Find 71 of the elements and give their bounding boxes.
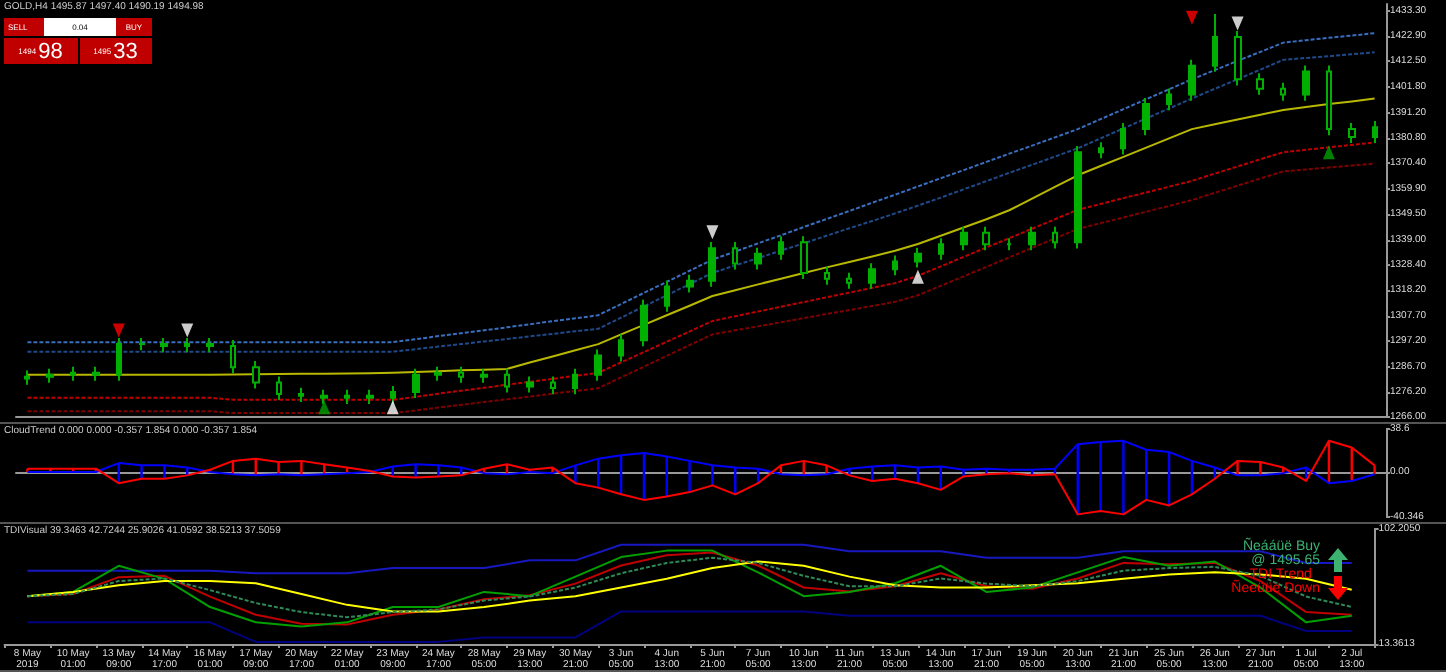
point bbox=[1231, 16, 1244, 31]
point bbox=[181, 323, 194, 338]
candlestick bbox=[1302, 64, 1310, 102]
candlestick bbox=[708, 241, 716, 288]
candlestick bbox=[800, 235, 808, 281]
candlestick bbox=[1006, 237, 1012, 252]
point bbox=[1185, 10, 1198, 25]
candlestick bbox=[366, 388, 374, 405]
candlestick bbox=[778, 235, 784, 261]
line-series bbox=[26, 610, 1353, 643]
candlestick bbox=[298, 386, 304, 403]
candlestick bbox=[92, 365, 100, 382]
candlestick bbox=[24, 369, 30, 386]
candlestick bbox=[664, 279, 670, 313]
candlestick bbox=[138, 337, 146, 352]
candlestick bbox=[344, 388, 350, 405]
annotation: 98 bbox=[38, 39, 63, 63]
candlestick bbox=[1074, 145, 1082, 250]
candlestick bbox=[526, 375, 534, 394]
point bbox=[318, 400, 331, 415]
candlestick bbox=[1166, 87, 1172, 112]
candlestick bbox=[938, 237, 944, 261]
candlestick bbox=[914, 246, 922, 269]
candlestick bbox=[116, 337, 122, 382]
candlestick bbox=[824, 265, 830, 286]
line-series bbox=[26, 97, 1376, 376]
point bbox=[386, 400, 399, 415]
candlestick bbox=[434, 365, 442, 382]
candlestick bbox=[276, 375, 282, 401]
candlestick bbox=[230, 338, 236, 375]
candlestick bbox=[640, 298, 648, 348]
candlestick bbox=[550, 375, 556, 396]
candlestick bbox=[1188, 58, 1196, 102]
candlestick bbox=[1372, 120, 1378, 144]
candlestick bbox=[686, 273, 694, 294]
candlestick bbox=[868, 262, 876, 290]
point bbox=[1322, 145, 1335, 160]
point bbox=[112, 323, 125, 338]
candlestick bbox=[480, 367, 488, 384]
candlestick bbox=[184, 337, 190, 354]
candlestick bbox=[412, 367, 420, 400]
point bbox=[911, 269, 924, 284]
candlestick bbox=[504, 367, 510, 394]
candlestick bbox=[252, 360, 260, 390]
candlestick bbox=[732, 241, 738, 271]
candlestick bbox=[572, 367, 578, 396]
candlestick bbox=[594, 348, 602, 382]
candlestick bbox=[1142, 97, 1150, 137]
candlestick bbox=[960, 225, 968, 252]
candlestick bbox=[1120, 122, 1126, 156]
candlestick bbox=[754, 246, 762, 271]
candlestick bbox=[458, 365, 464, 384]
candlestick bbox=[892, 254, 898, 277]
candlestick bbox=[982, 225, 990, 252]
annotation: 33 bbox=[113, 39, 138, 63]
candlestick bbox=[846, 271, 852, 290]
candlestick bbox=[1052, 225, 1058, 250]
candlestick bbox=[160, 337, 168, 354]
point bbox=[706, 225, 719, 240]
candlestick bbox=[46, 367, 54, 384]
candlestick bbox=[618, 333, 624, 363]
candlestick bbox=[1348, 122, 1356, 144]
candlestick bbox=[70, 365, 76, 382]
candlestick bbox=[1212, 12, 1218, 73]
candlestick bbox=[1256, 72, 1264, 96]
candlestick bbox=[1280, 81, 1286, 102]
line-series bbox=[26, 439, 1376, 516]
candlestick bbox=[1028, 225, 1036, 252]
candlestick bbox=[1326, 64, 1332, 137]
candlestick bbox=[206, 337, 214, 354]
candlestick bbox=[1098, 141, 1104, 160]
